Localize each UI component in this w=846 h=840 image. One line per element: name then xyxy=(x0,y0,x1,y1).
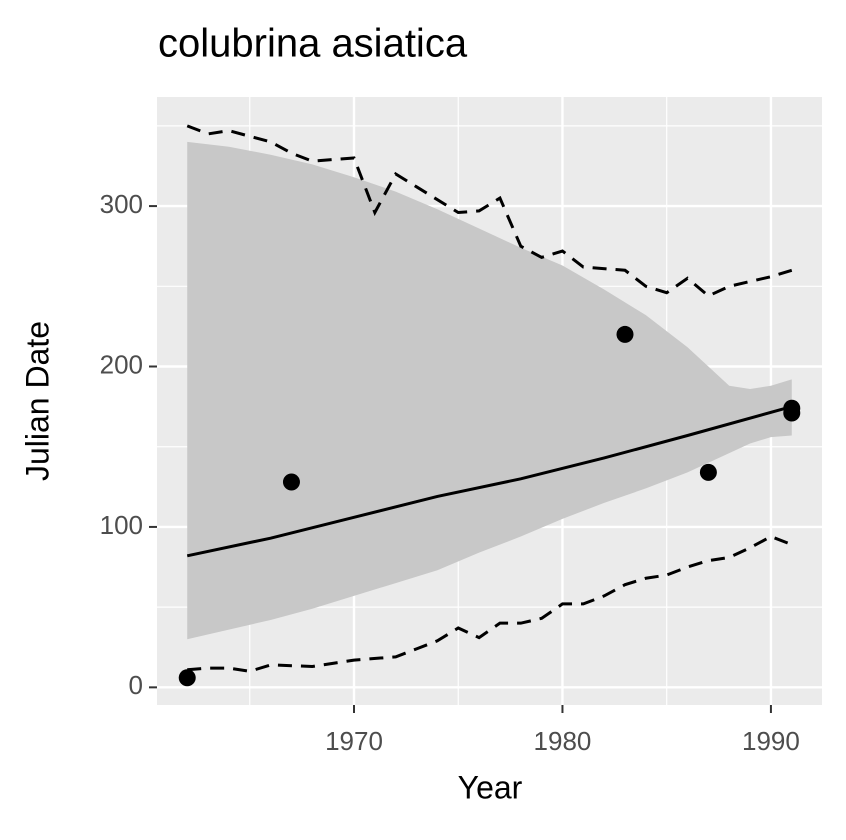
point xyxy=(783,404,801,422)
x-tick-label: 1990 xyxy=(742,726,800,756)
y-tick-label: 300 xyxy=(100,189,143,219)
x-axis-label: Year xyxy=(458,769,523,805)
point xyxy=(178,669,196,687)
y-axis-label: Julian Date xyxy=(19,321,55,481)
x-tick-label: 1970 xyxy=(325,726,383,756)
y-tick-label: 100 xyxy=(100,510,143,540)
y-tick-label: 0 xyxy=(129,670,143,700)
quantile-line xyxy=(187,534,793,673)
fit-line xyxy=(186,405,793,558)
quantile-line xyxy=(186,124,793,298)
point xyxy=(699,463,717,481)
chart-title: colubrina asiatica xyxy=(158,22,468,66)
point xyxy=(616,325,634,343)
confidence-ribbon xyxy=(187,141,792,640)
point xyxy=(282,473,300,491)
y-tick-label: 200 xyxy=(100,349,143,379)
x-tick-label: 1980 xyxy=(534,726,592,756)
